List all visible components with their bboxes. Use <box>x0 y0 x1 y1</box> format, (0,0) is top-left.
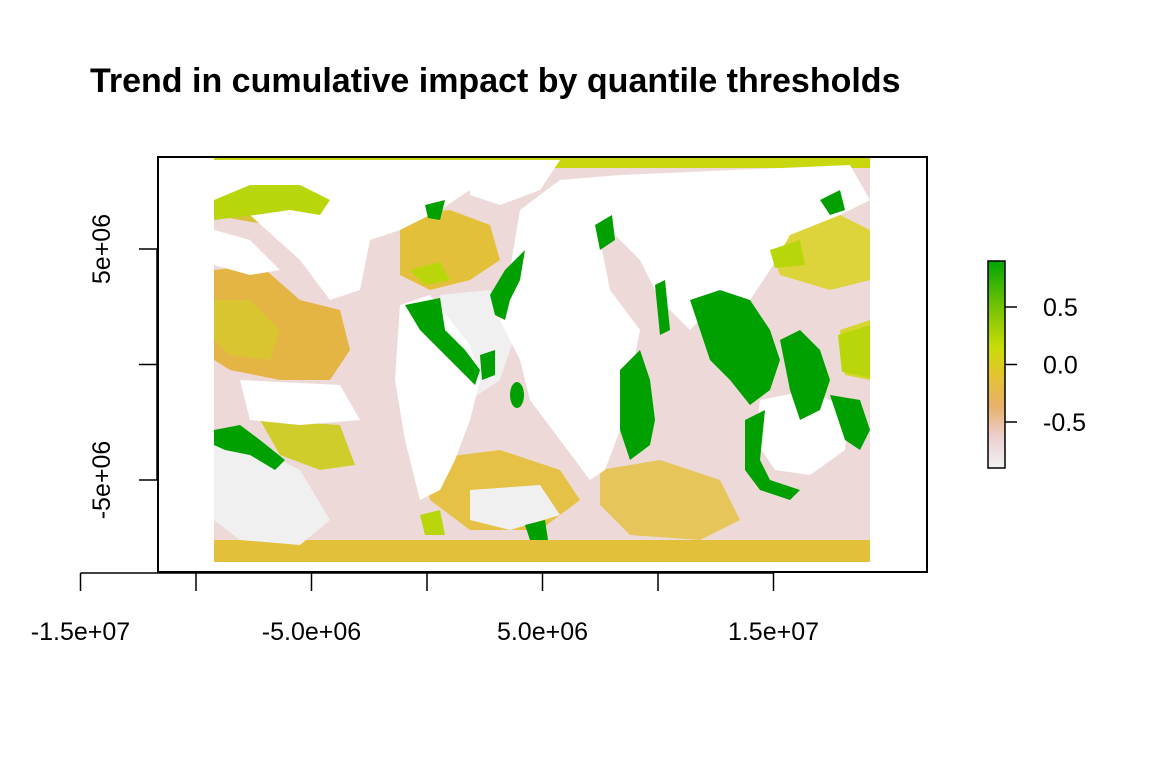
x-tick-label: 5.0e+06 <box>497 618 588 646</box>
y-tick-label: 5e+06 <box>88 214 116 284</box>
chart-title: Trend in cumulative impact by quantile t… <box>90 62 901 100</box>
plot-frame <box>157 156 928 573</box>
neutral-trend-areas <box>214 185 870 535</box>
legend-colorbar <box>987 260 1006 469</box>
positive-trend-areas <box>214 190 870 540</box>
x-tick-label: -5.0e+06 <box>262 618 361 646</box>
land-australia <box>755 390 850 475</box>
color-legend: 0.5 0.0 -0.5 <box>987 260 1086 469</box>
x-tick-label: -1.5e+07 <box>31 618 130 646</box>
land-asia <box>610 165 870 330</box>
legend-tick-label: 0.5 <box>1043 294 1078 322</box>
x-axis: -1.5e+07 -5.0e+06 5.0e+06 1.5e+07 <box>31 572 819 646</box>
land-africa <box>500 175 640 480</box>
legend-tick-label: 0.0 <box>1043 352 1078 380</box>
y-axis: 5e+06 -5e+06 <box>88 214 158 520</box>
x-tick-label: 1.5e+07 <box>728 618 819 646</box>
legend-tick-label: -0.5 <box>1043 409 1086 437</box>
raster-map <box>214 158 870 570</box>
y-tick-label: -5e+06 <box>88 441 116 520</box>
